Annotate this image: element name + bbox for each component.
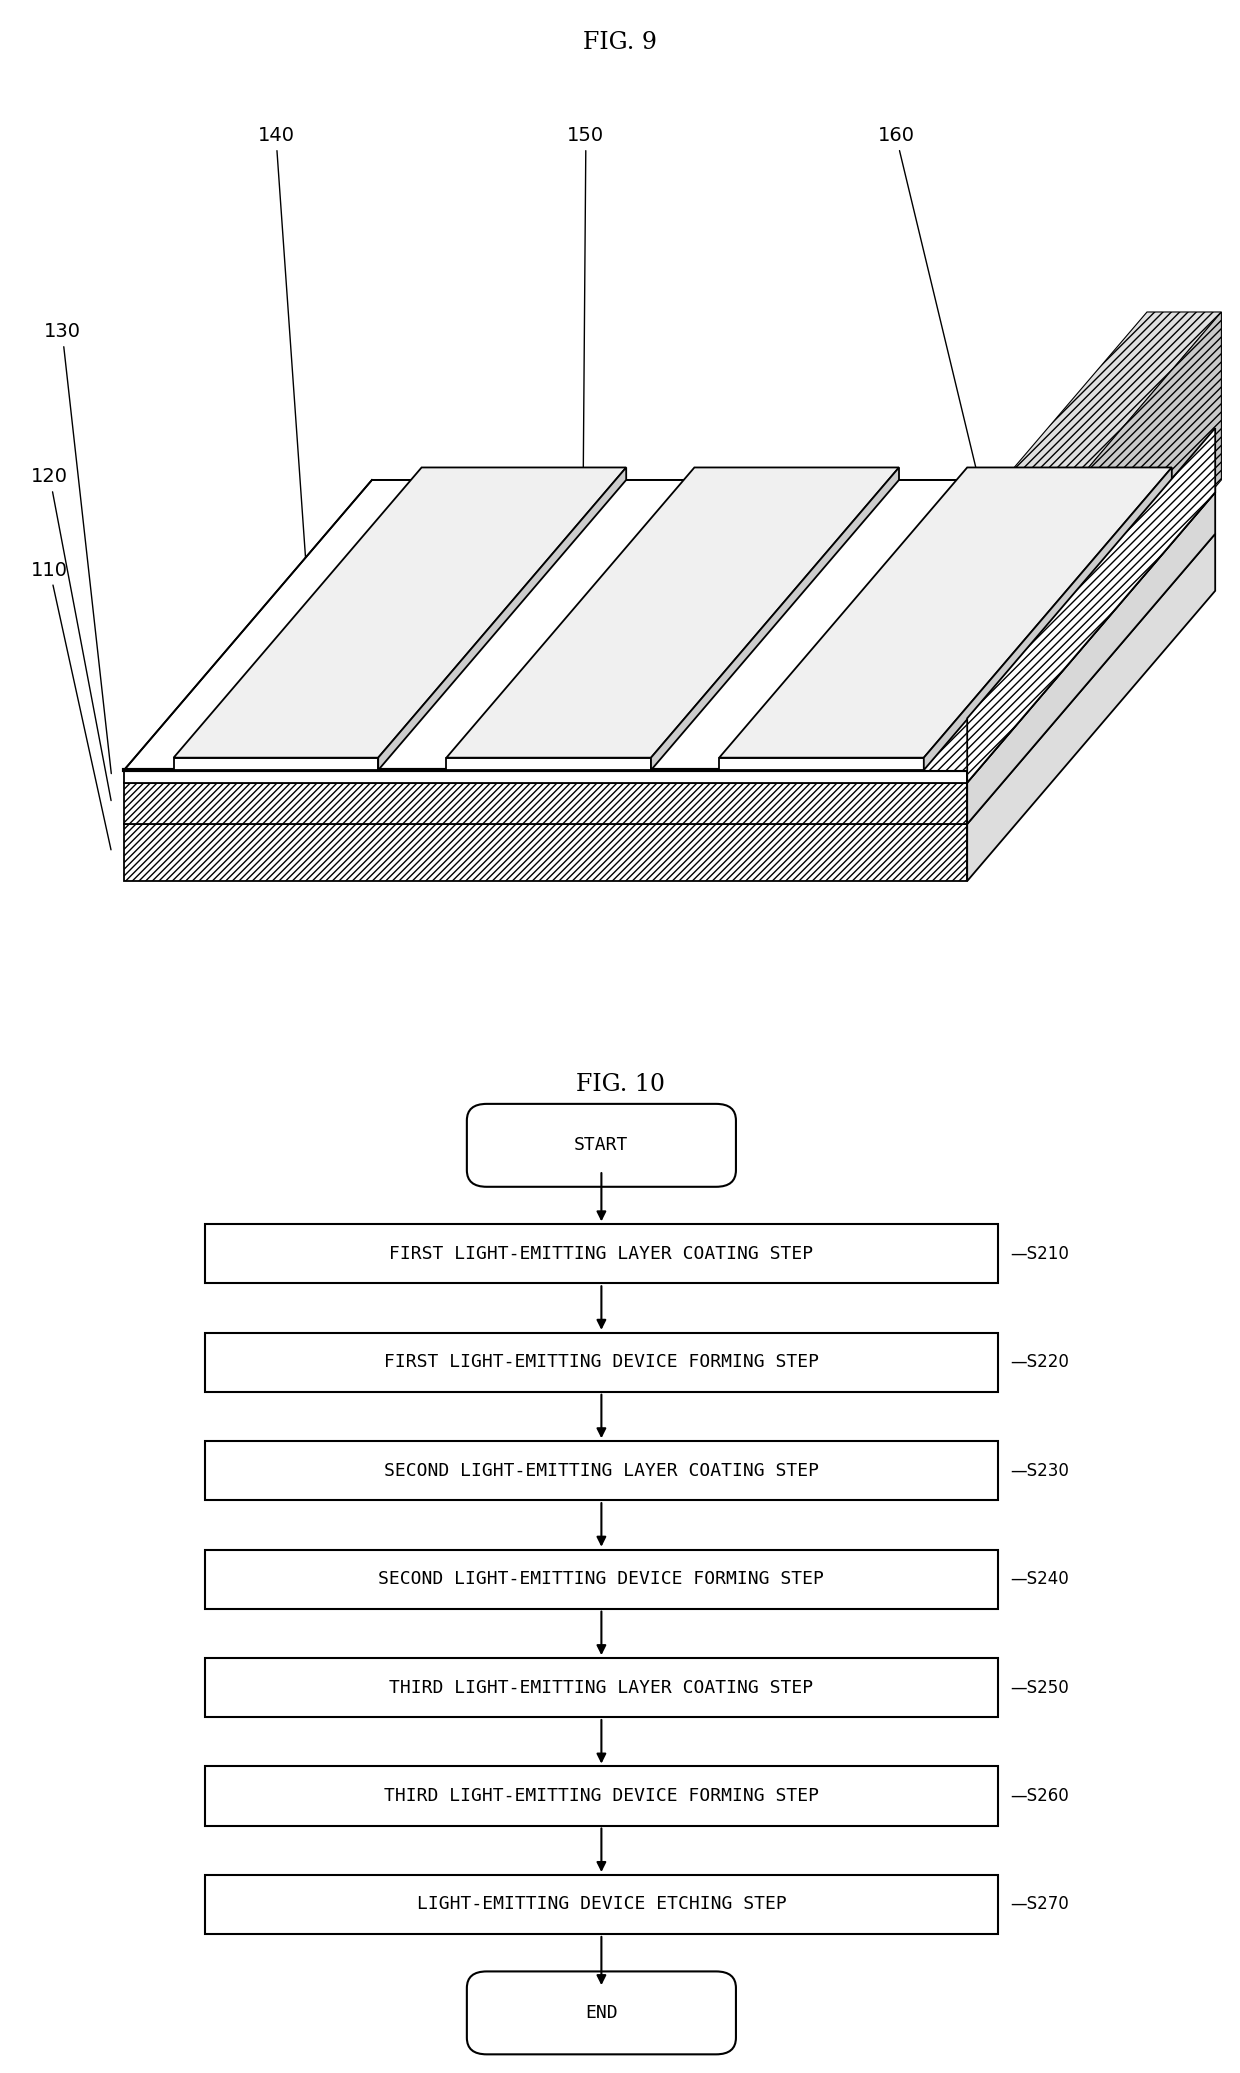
Polygon shape [899, 311, 1221, 601]
Text: 140: 140 [258, 126, 309, 609]
Text: —S210: —S210 [1011, 1244, 1069, 1262]
Text: 120: 120 [31, 466, 112, 800]
Text: LIGHT-EMITTING DEVICE ETCHING STEP: LIGHT-EMITTING DEVICE ETCHING STEP [417, 1895, 786, 1913]
Text: 160: 160 [878, 126, 1007, 597]
Polygon shape [174, 757, 378, 769]
Polygon shape [967, 479, 1215, 782]
Text: —S270: —S270 [1011, 1895, 1069, 1913]
Text: FIG. 10: FIG. 10 [575, 1074, 665, 1097]
FancyBboxPatch shape [205, 1766, 998, 1826]
Polygon shape [124, 535, 1215, 823]
Polygon shape [378, 466, 626, 769]
Text: —S230: —S230 [1011, 1461, 1069, 1480]
Text: THIRD LIGHT-EMITTING DEVICE FORMING STEP: THIRD LIGHT-EMITTING DEVICE FORMING STEP [384, 1787, 818, 1806]
Text: 110: 110 [31, 560, 112, 850]
Text: 130: 130 [43, 321, 112, 773]
Text: START: START [574, 1136, 629, 1155]
Text: END: END [585, 2005, 618, 2021]
Polygon shape [719, 466, 1172, 757]
Polygon shape [967, 493, 1215, 823]
FancyBboxPatch shape [205, 1658, 998, 1716]
Polygon shape [899, 601, 973, 769]
FancyBboxPatch shape [205, 1333, 998, 1391]
Polygon shape [967, 429, 1215, 782]
Polygon shape [446, 757, 651, 769]
Polygon shape [651, 466, 899, 769]
FancyBboxPatch shape [466, 1103, 735, 1186]
Text: SECOND LIGHT-EMITTING DEVICE FORMING STEP: SECOND LIGHT-EMITTING DEVICE FORMING STE… [378, 1569, 825, 1588]
Polygon shape [967, 535, 1215, 881]
Text: —S250: —S250 [1011, 1679, 1069, 1696]
Polygon shape [174, 466, 626, 757]
Polygon shape [124, 782, 967, 823]
Polygon shape [124, 769, 967, 782]
Polygon shape [719, 757, 924, 769]
Polygon shape [446, 466, 899, 757]
Polygon shape [924, 466, 1172, 769]
Polygon shape [124, 493, 1215, 782]
Text: —S240: —S240 [1011, 1569, 1069, 1588]
Polygon shape [124, 823, 967, 881]
Polygon shape [973, 311, 1221, 769]
Text: 150: 150 [568, 126, 604, 609]
Text: FIRST LIGHT-EMITTING LAYER COATING STEP: FIRST LIGHT-EMITTING LAYER COATING STEP [389, 1244, 813, 1262]
FancyBboxPatch shape [205, 1441, 998, 1501]
Text: SECOND LIGHT-EMITTING LAYER COATING STEP: SECOND LIGHT-EMITTING LAYER COATING STEP [384, 1461, 818, 1480]
Polygon shape [124, 479, 1215, 769]
FancyBboxPatch shape [466, 1971, 735, 2054]
FancyBboxPatch shape [205, 1551, 998, 1609]
Text: FIRST LIGHT-EMITTING DEVICE FORMING STEP: FIRST LIGHT-EMITTING DEVICE FORMING STEP [384, 1354, 818, 1370]
FancyBboxPatch shape [205, 1225, 998, 1283]
Text: FIG. 9: FIG. 9 [583, 31, 657, 54]
Text: THIRD LIGHT-EMITTING LAYER COATING STEP: THIRD LIGHT-EMITTING LAYER COATING STEP [389, 1679, 813, 1696]
Text: —S220: —S220 [1011, 1354, 1069, 1370]
FancyBboxPatch shape [205, 1874, 998, 1934]
Text: —S260: —S260 [1011, 1787, 1069, 1806]
